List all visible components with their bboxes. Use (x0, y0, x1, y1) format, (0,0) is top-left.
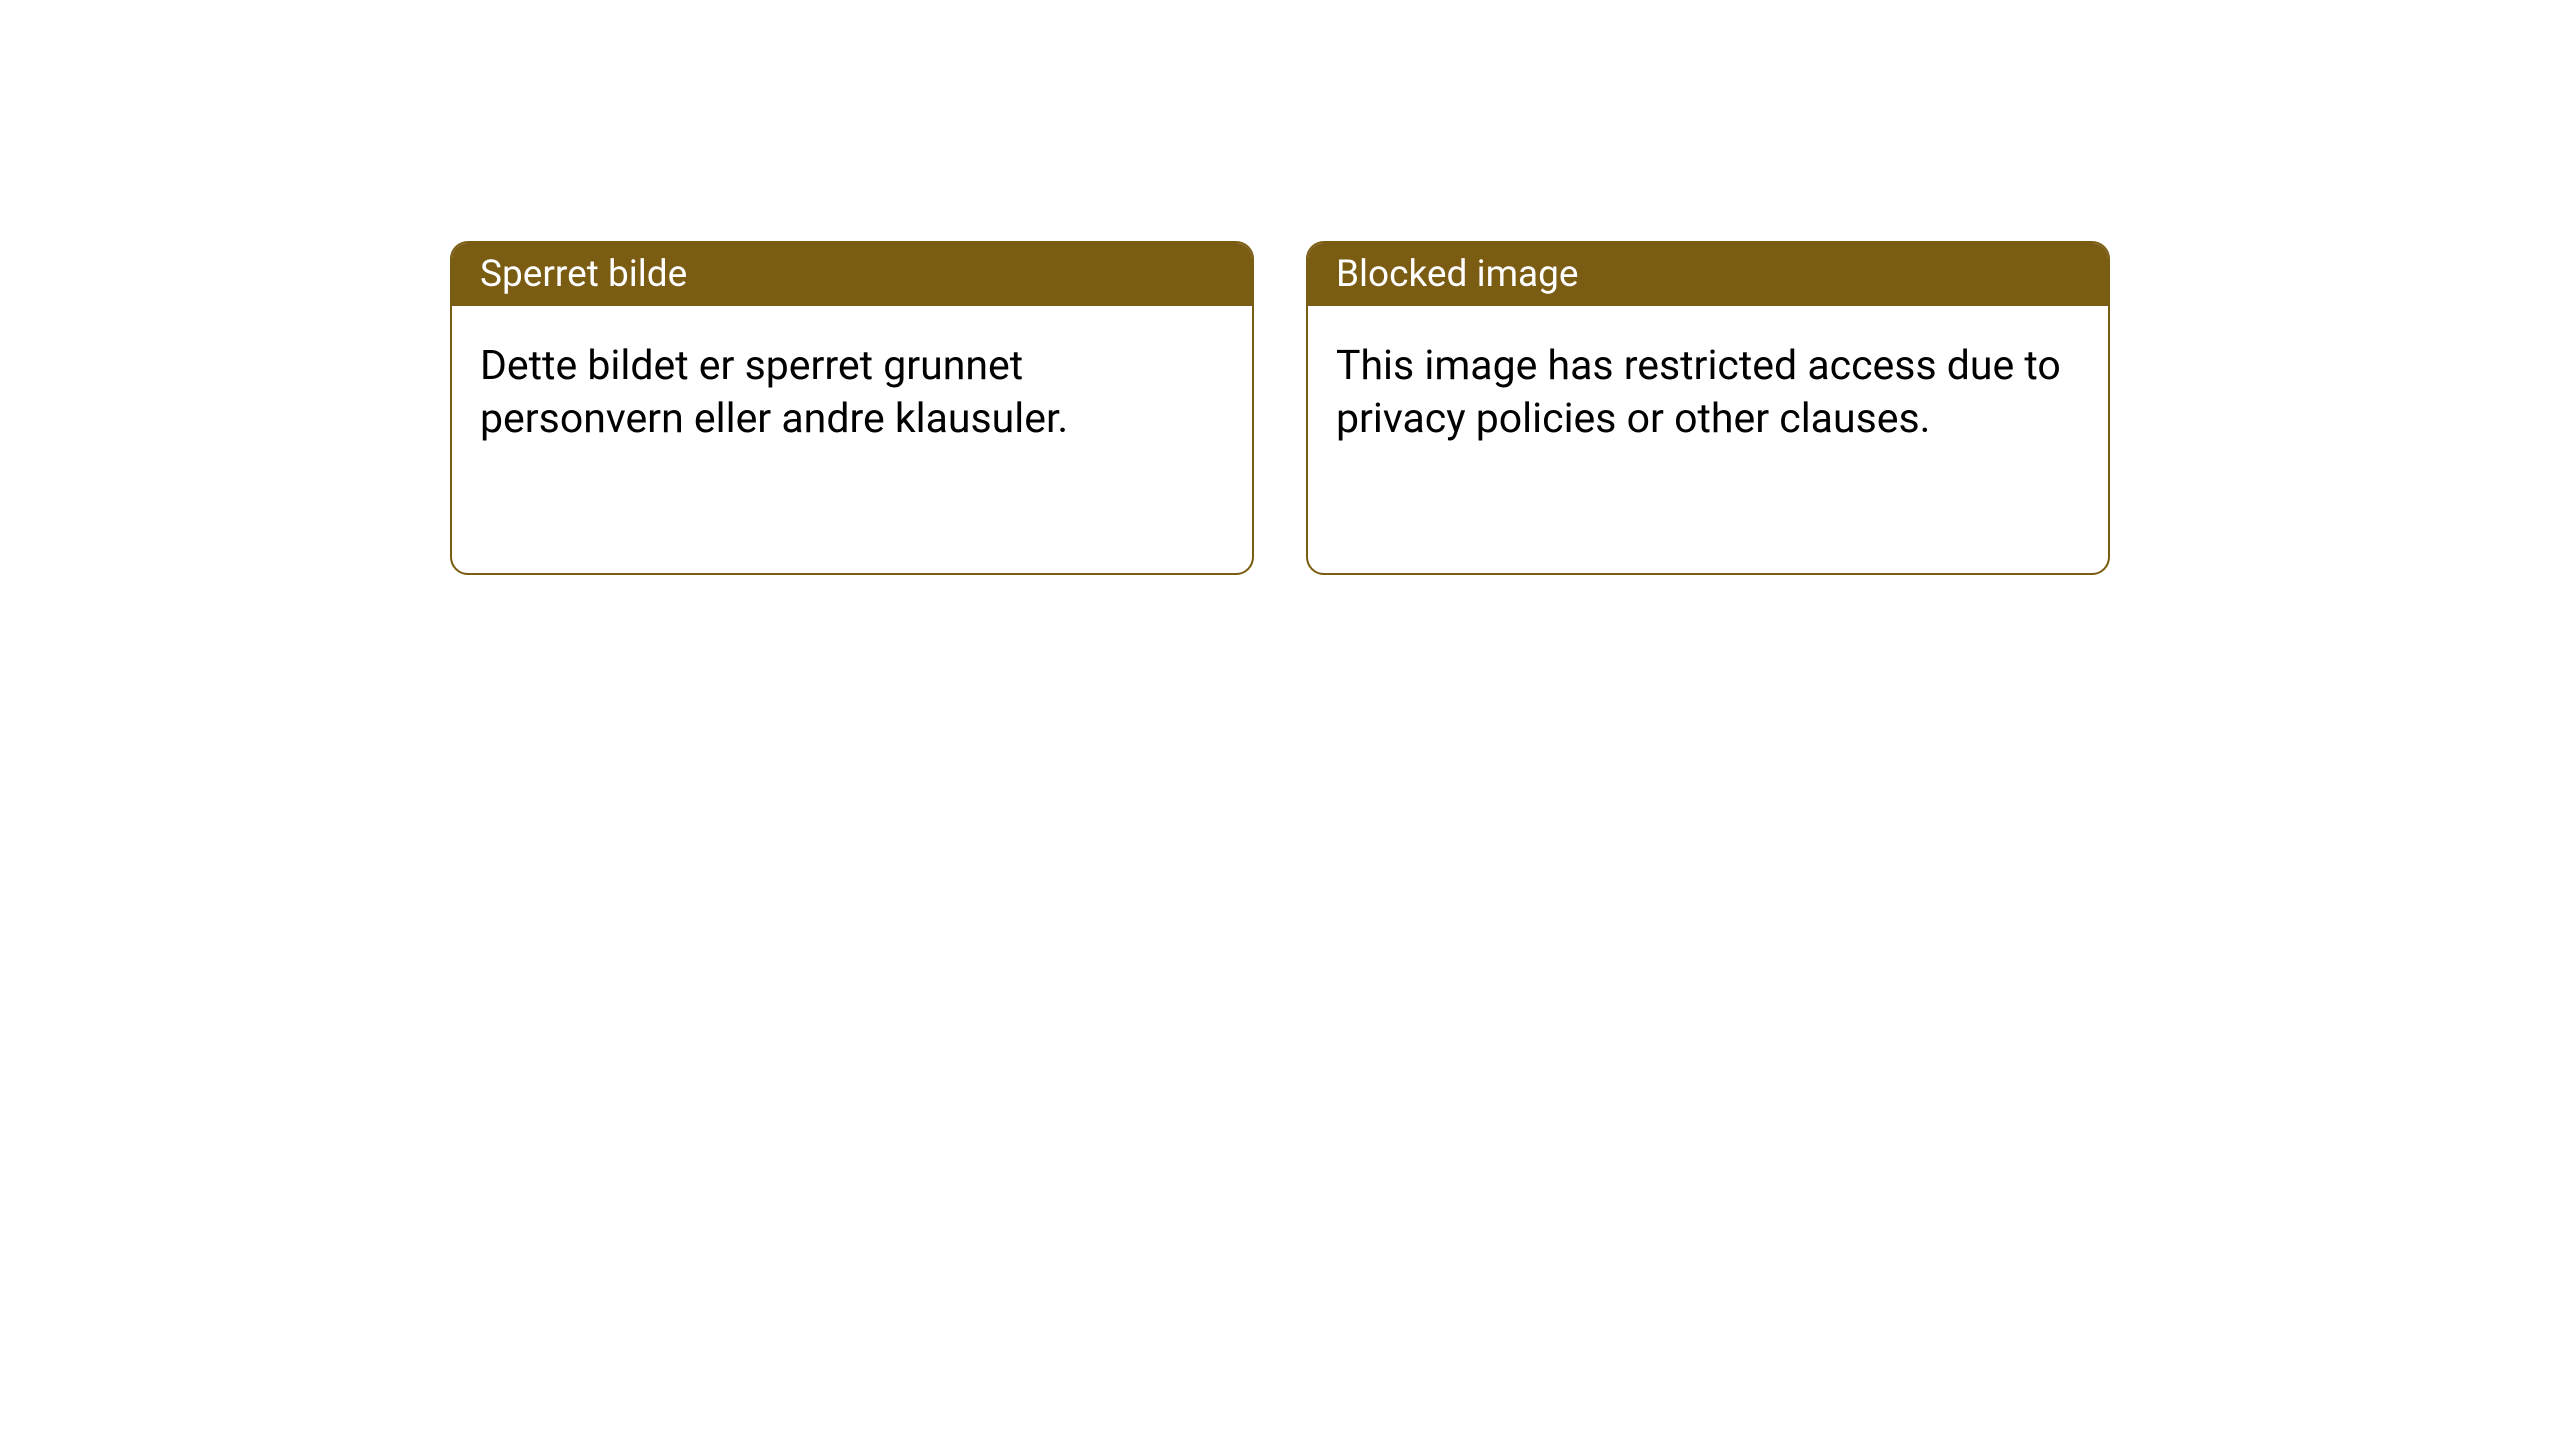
notice-box-norwegian: Sperret bilde Dette bildet er sperret gr… (450, 241, 1254, 575)
notice-box-english: Blocked image This image has restricted … (1306, 241, 2110, 575)
notice-header-norwegian: Sperret bilde (452, 243, 1252, 306)
notice-body-norwegian: Dette bildet er sperret grunnet personve… (452, 306, 1252, 481)
notice-text-norwegian: Dette bildet er sperret grunnet personve… (480, 342, 1068, 443)
notice-header-english: Blocked image (1308, 243, 2108, 306)
notice-container: Sperret bilde Dette bildet er sperret gr… (450, 241, 2110, 575)
notice-title-norwegian: Sperret bilde (480, 253, 687, 296)
notice-text-english: This image has restricted access due to … (1336, 342, 2061, 443)
notice-title-english: Blocked image (1336, 253, 1579, 296)
notice-body-english: This image has restricted access due to … (1308, 306, 2108, 481)
